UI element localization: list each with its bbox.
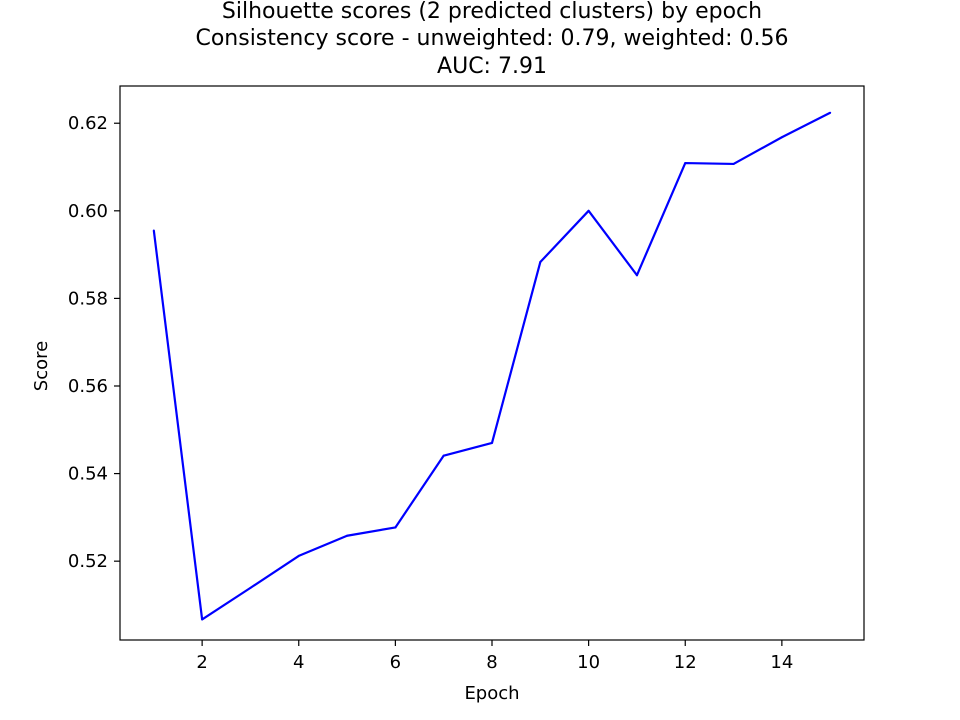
x-tick-label: 4 [293, 652, 304, 673]
series-line [152, 111, 831, 621]
y-tick-label: 0.60 [68, 201, 108, 222]
plot-area-frame [119, 85, 865, 641]
x-tick-label: 14 [770, 652, 793, 673]
x-tick-label: 6 [390, 652, 401, 673]
data-point [152, 229, 155, 232]
y-tick-label: 0.58 [68, 288, 108, 309]
data-point [829, 111, 832, 114]
data-point [394, 526, 397, 529]
x-axis-label: Epoch [464, 683, 519, 704]
x-axis-ticks: 2 4 6 8 10 12 14 [196, 640, 793, 673]
data-point [297, 554, 300, 557]
data-point [346, 534, 349, 537]
x-tick-label: 10 [577, 652, 600, 673]
data-point [732, 162, 735, 165]
data-point [442, 454, 445, 457]
chart-title-line-2: Consistency score - unweighted: 0.79, we… [195, 26, 788, 51]
data-point [201, 618, 204, 621]
y-axis-label: Score [31, 341, 52, 391]
chart-title-line-3: AUC: 7.91 [437, 54, 547, 79]
data-point [249, 586, 252, 589]
data-point [780, 136, 783, 139]
y-tick-label: 0.52 [68, 551, 108, 572]
data-series [152, 111, 832, 621]
chart-title-line-1: Silhouette scores (2 predicted clusters)… [222, 0, 762, 24]
y-tick-label: 0.62 [68, 113, 108, 134]
data-point [539, 261, 542, 264]
x-tick-label: 2 [196, 652, 207, 673]
data-point [684, 162, 687, 165]
data-point [635, 274, 638, 277]
y-axis-ticks: 0.52 0.54 0.56 0.58 0.60 0.62 [68, 113, 120, 572]
x-tick-label: 12 [674, 652, 697, 673]
x-tick-label: 8 [486, 652, 497, 673]
y-tick-label: 0.54 [68, 464, 108, 485]
data-point [491, 441, 493, 444]
y-tick-label: 0.56 [68, 376, 108, 397]
data-point [587, 209, 590, 212]
chart-title: Silhouette scores (2 predicted clusters)… [195, 0, 788, 79]
